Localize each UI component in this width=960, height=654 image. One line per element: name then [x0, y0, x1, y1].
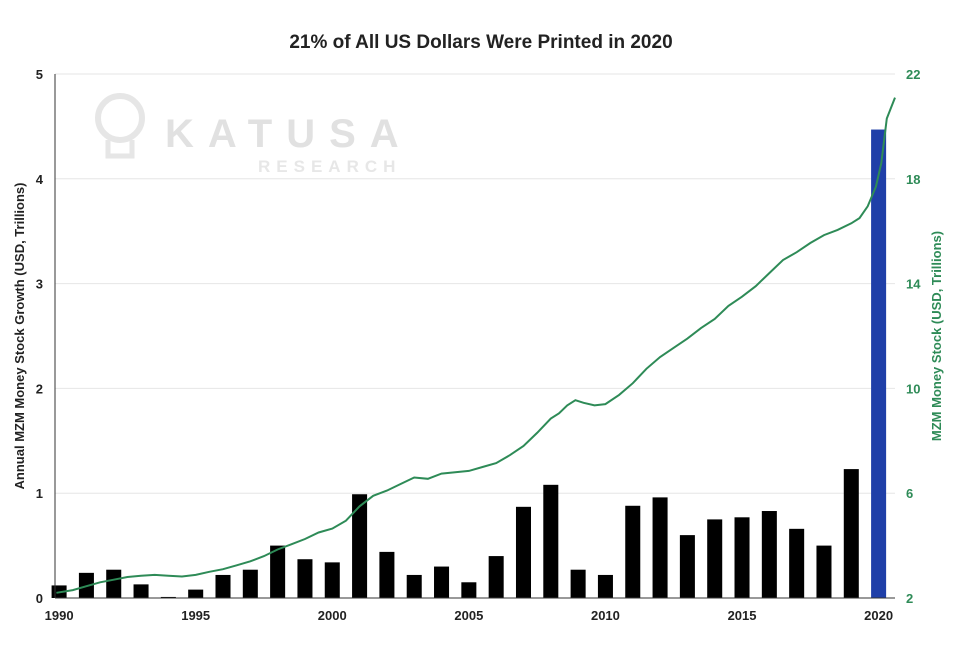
bar	[789, 528, 805, 598]
watermark-main-text: KATUSA	[165, 112, 413, 156]
y-tick-right-label: 18	[906, 172, 920, 187]
lightbulb-icon	[95, 93, 145, 143]
y-tick-right-label: 10	[906, 381, 920, 396]
y-tick-left-label: 2	[36, 381, 43, 396]
bar	[133, 584, 149, 598]
y-tick-left-label: 0	[36, 591, 43, 606]
bar	[215, 574, 231, 598]
y-tick-right-label: 14	[906, 277, 921, 292]
bar	[761, 511, 777, 598]
bar	[734, 517, 750, 598]
chart-title: 21% of All US Dollars Were Printed in 20…	[289, 32, 672, 53]
bar	[379, 551, 395, 598]
x-tick-label: 2000	[318, 608, 347, 623]
gridlines	[55, 73, 895, 599]
x-tick-label: 1995	[181, 608, 210, 623]
bar	[406, 574, 422, 598]
x-tick-label: 1990	[45, 608, 74, 623]
y-tick-left-label: 3	[36, 277, 43, 292]
y-tick-left-label: 1	[36, 486, 43, 501]
x-tick-label: 2005	[454, 608, 483, 623]
tick-labels: 0 1 2 3 4 5 2 6 10 14 18 22 1990 1995 2000 2005 2010 2015…	[36, 67, 921, 623]
bar	[352, 494, 368, 598]
y-axis-left-label: Annual MZM Money Stock Growth (USD, Tril…	[12, 183, 27, 490]
bar	[570, 569, 586, 598]
bar-highlight	[871, 129, 887, 598]
mzm-stock-line	[56, 97, 896, 594]
y-tick-right-label: 6	[906, 486, 913, 501]
bar	[515, 506, 531, 598]
x-tick-label: 2015	[728, 608, 757, 623]
y-axis-right-label: MZM Money Stock (USD, Trillions)	[929, 231, 944, 441]
line-series	[56, 97, 896, 594]
bar	[488, 556, 504, 598]
bar	[816, 545, 832, 598]
bar	[297, 559, 313, 598]
bar	[543, 484, 559, 598]
bar-series	[51, 129, 887, 598]
bar	[106, 569, 122, 598]
y-tick-right-label: 2	[906, 591, 913, 606]
bar	[597, 574, 613, 598]
watermark: KATUSA RESEARCH	[95, 93, 413, 176]
x-tick-label: 2010	[591, 608, 620, 623]
bar	[160, 596, 176, 598]
y-tick-right-label: 22	[906, 67, 920, 82]
bar	[707, 519, 723, 598]
y-tick-left-label: 4	[36, 172, 44, 187]
bar	[843, 469, 859, 598]
lightbulb-base-icon	[105, 140, 135, 159]
bar	[679, 535, 695, 598]
bar	[188, 589, 204, 598]
y-tick-left-label: 5	[36, 67, 43, 82]
bar	[625, 505, 641, 598]
bar	[242, 569, 258, 598]
bar	[461, 582, 477, 598]
bar	[270, 545, 286, 598]
axes	[54, 74, 895, 599]
bar	[652, 497, 668, 598]
watermark-sub-text: RESEARCH	[258, 157, 401, 176]
bar	[434, 566, 450, 598]
x-tick-label: 2020	[864, 608, 893, 623]
bar	[324, 562, 340, 598]
